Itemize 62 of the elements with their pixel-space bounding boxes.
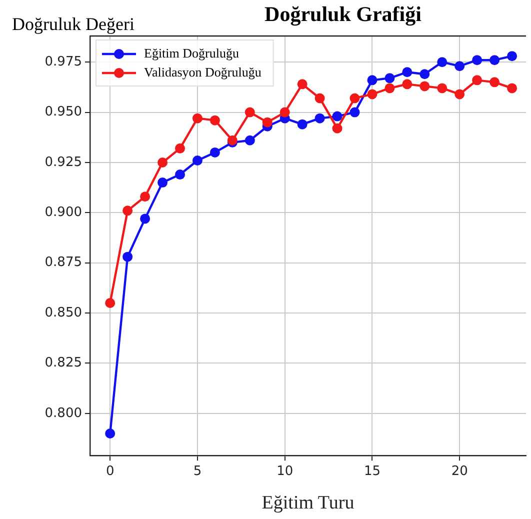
point bbox=[402, 79, 412, 90]
point bbox=[350, 107, 360, 118]
point bbox=[384, 73, 395, 84]
point bbox=[314, 113, 325, 124]
x-tick-label: 20 bbox=[451, 464, 468, 479]
x-tick-label: 0 bbox=[106, 464, 114, 479]
point bbox=[140, 214, 150, 224]
point bbox=[174, 170, 185, 180]
point bbox=[420, 81, 430, 92]
y-tick-label: 0.925 bbox=[44, 154, 82, 170]
point bbox=[244, 135, 255, 146]
point bbox=[244, 107, 255, 118]
point bbox=[454, 61, 465, 72]
point bbox=[280, 107, 290, 118]
point bbox=[158, 178, 168, 188]
point bbox=[122, 206, 133, 216]
point bbox=[140, 192, 150, 202]
x-tick-label: 10 bbox=[276, 464, 294, 479]
point bbox=[297, 119, 308, 130]
point bbox=[367, 75, 378, 86]
x-tick-label: 15 bbox=[364, 464, 380, 479]
point bbox=[507, 83, 518, 94]
point bbox=[314, 93, 325, 104]
y-tick-label: 0.825 bbox=[44, 356, 82, 371]
y-axis-title: Doğruluk Değeri bbox=[12, 14, 134, 34]
point bbox=[350, 93, 360, 104]
point bbox=[454, 89, 465, 100]
point bbox=[402, 67, 412, 78]
x-tick-label: 5 bbox=[193, 464, 202, 479]
point bbox=[332, 123, 342, 134]
point bbox=[297, 79, 308, 90]
point bbox=[105, 428, 116, 439]
point bbox=[490, 55, 500, 66]
point bbox=[192, 155, 202, 166]
point bbox=[472, 75, 482, 86]
legend-label: Eğitim Doğruluğu bbox=[144, 45, 240, 60]
point bbox=[332, 111, 342, 122]
x-axis-title: Eğitim Turu bbox=[262, 492, 355, 514]
point bbox=[437, 83, 448, 94]
point bbox=[210, 147, 220, 158]
point bbox=[122, 252, 133, 262]
point bbox=[420, 69, 430, 80]
y-tick-label: 0.900 bbox=[44, 205, 82, 220]
point bbox=[507, 51, 518, 62]
point bbox=[158, 157, 168, 168]
y-tick-label: 0.875 bbox=[44, 255, 82, 270]
point bbox=[192, 113, 202, 124]
point bbox=[210, 115, 220, 126]
chart-title: Doğruluk Grafiği bbox=[264, 2, 422, 26]
point bbox=[472, 55, 482, 66]
y-tick-label: 0.975 bbox=[44, 54, 82, 70]
point bbox=[437, 57, 448, 68]
point bbox=[105, 298, 116, 308]
point bbox=[262, 117, 272, 128]
y-tick-label: 0.950 bbox=[44, 104, 82, 120]
y-tick-label: 0.850 bbox=[44, 305, 82, 320]
point bbox=[367, 89, 378, 100]
point bbox=[174, 143, 185, 154]
point bbox=[490, 77, 500, 88]
point bbox=[384, 83, 395, 94]
y-tick-label: 0.800 bbox=[44, 406, 82, 421]
legend-label: Validasyon Doğruluğu bbox=[144, 64, 262, 80]
